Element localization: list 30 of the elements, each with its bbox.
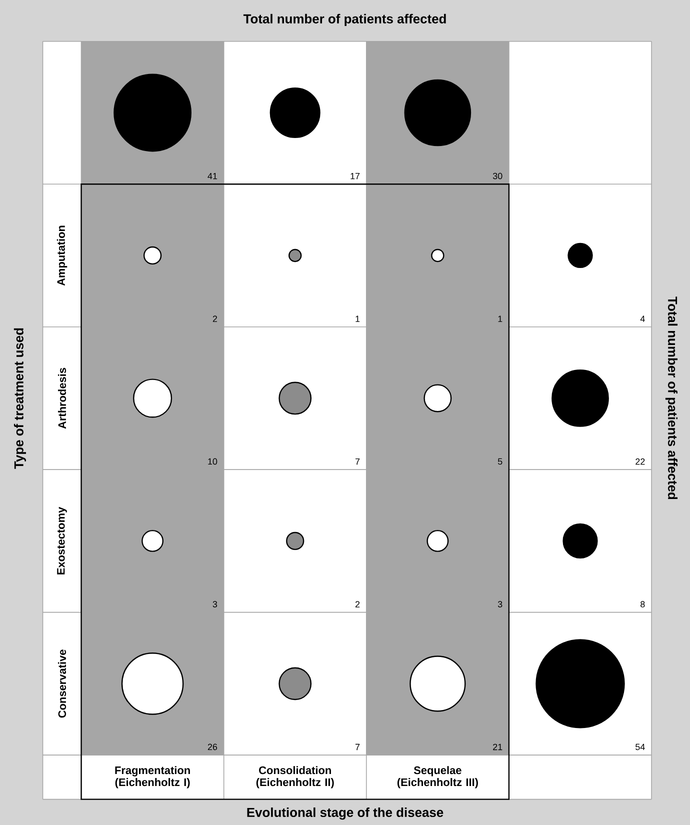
data-label: 54 — [636, 744, 645, 750]
data-label: 41 — [208, 173, 218, 180]
data-label: 30 — [492, 172, 502, 180]
data-label: 21 — [493, 744, 502, 750]
y2-axis-title: Total number of patients affected — [665, 296, 678, 500]
data-label: 10 — [208, 458, 218, 465]
data-label: 8 — [640, 601, 645, 608]
data-label: 4 — [640, 316, 645, 322]
data-label: 26 — [208, 744, 218, 750]
x-tick-label: Fragmentation (Eichenholtz I) — [115, 766, 190, 788]
data-label: 1 — [498, 316, 502, 322]
data-label: 3 — [212, 601, 218, 608]
y-tick-label: Conservative — [58, 650, 66, 718]
data-label: 2 — [355, 601, 360, 608]
data-label: 7 — [355, 458, 360, 465]
x-axis-title: Evolutional stage of the disease — [247, 808, 444, 820]
data-label: 3 — [498, 601, 502, 608]
data-label: 2 — [212, 316, 217, 322]
y-tick-label: Exostectomy — [57, 506, 67, 574]
y-tick-label: Amputation — [56, 226, 68, 286]
x-tick-label: Sequelae (Eichenholtz III) — [397, 766, 478, 788]
chart-title: Total number of patients affected — [243, 14, 446, 26]
data-label: 17 — [350, 173, 360, 180]
data-label: 7 — [355, 744, 360, 750]
y-tick-label: Arthrodesis — [58, 368, 66, 429]
data-label: 5 — [498, 458, 502, 465]
y-axis-title: Type of treatment used — [14, 328, 26, 469]
x-tick-label: Consolidation (Eichenholtz II) — [256, 766, 334, 788]
data-label: 1 — [356, 316, 360, 322]
data-label: 22 — [636, 458, 645, 465]
